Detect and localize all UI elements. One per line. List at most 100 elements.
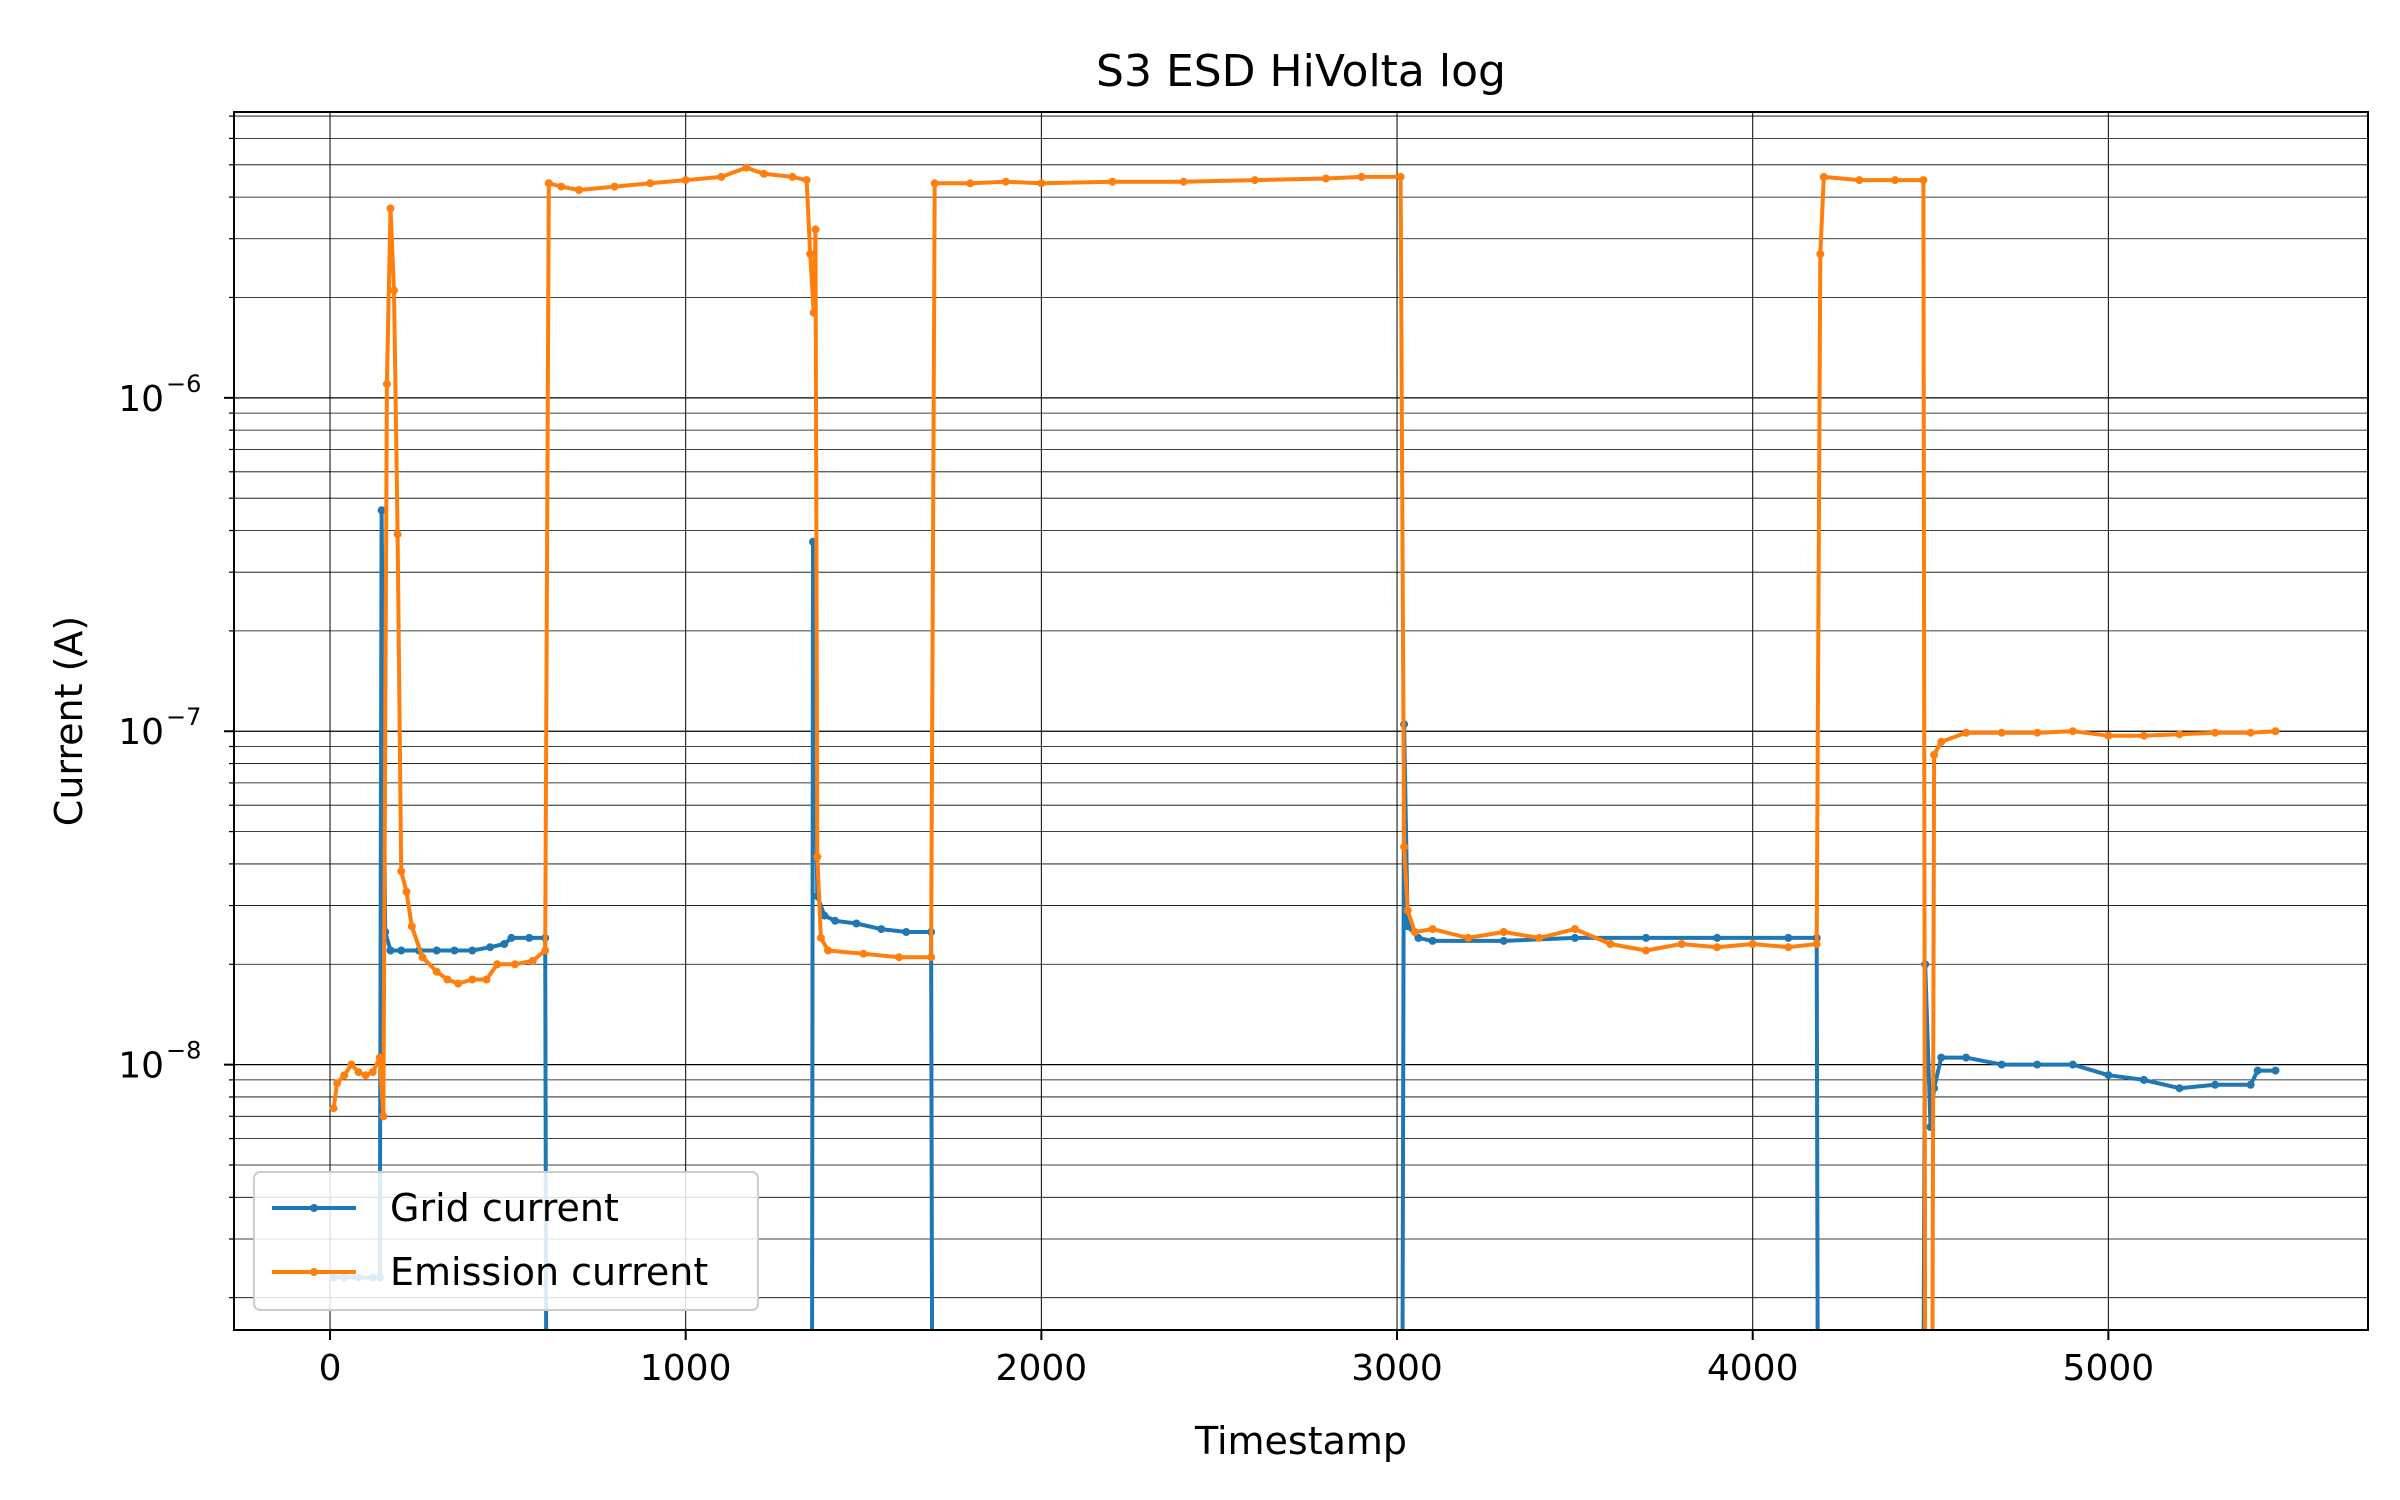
y-tick-label: 10 −6 (118, 370, 201, 420)
data-point-1 (354, 1068, 363, 1077)
data-point-0 (1398, 1394, 1406, 1402)
y-tick-exponent: −6 (166, 370, 201, 398)
data-point-0 (386, 946, 395, 955)
data-point-0 (2175, 1084, 2184, 1093)
data-point-1 (418, 953, 427, 962)
data-point-1 (393, 530, 402, 539)
data-point-1 (2271, 727, 2280, 736)
data-point-1 (329, 1104, 338, 1113)
data-point-0 (2033, 1060, 2042, 1069)
data-point-1 (806, 250, 815, 258)
data-point-0 (1403, 922, 1412, 931)
data-point-0 (468, 946, 477, 955)
data-point-0 (1414, 933, 1423, 942)
y-tick-base: 10 (118, 1046, 164, 1087)
data-point-1 (2139, 731, 2148, 740)
data-point-0 (2271, 1066, 2280, 1075)
data-point-1 (1819, 172, 1828, 181)
data-point-1 (646, 179, 655, 188)
data-point-0 (507, 933, 516, 942)
data-point-0 (1937, 1053, 1946, 1062)
data-point-1 (1919, 176, 1928, 185)
data-point-0 (2211, 1080, 2220, 1089)
data-point-1 (1748, 940, 1757, 948)
data-point-0 (377, 506, 386, 515)
x-tick-label: 3000 (1351, 1348, 1443, 1389)
data-point-1 (1535, 933, 1544, 942)
data-point-1 (2211, 728, 2220, 737)
data-point-0 (1499, 936, 1508, 945)
data-point-0 (928, 1394, 936, 1402)
data-point-1 (2068, 727, 2077, 736)
data-point-1 (610, 182, 619, 191)
grid-lines (234, 112, 2368, 1330)
data-point-0 (432, 946, 441, 955)
data-point-0 (2104, 1071, 2113, 1080)
data-point-0 (1713, 933, 1722, 942)
data-point-0 (1784, 933, 1793, 942)
data-point-1 (824, 946, 832, 955)
data-point-0 (808, 1394, 816, 1402)
x-tick-label: 5000 (2063, 1348, 2155, 1389)
data-point-1 (2246, 728, 2255, 737)
data-point-1 (1410, 928, 1419, 936)
data-point-1 (802, 176, 811, 185)
data-point-1 (454, 979, 463, 988)
data-point-1 (528, 956, 537, 965)
plot-background (234, 112, 2368, 1330)
chart-title: S3 ESD HiVolta log (1096, 46, 1506, 97)
y-tick-label: 10 −7 (118, 703, 201, 753)
data-point-1 (759, 169, 768, 178)
data-point-1 (397, 867, 406, 876)
y-tick-label: 10 −8 (118, 1037, 201, 1087)
data-point-1 (375, 1053, 384, 1062)
data-point-1 (333, 1079, 342, 1088)
data-point-1 (816, 933, 825, 942)
data-point-0 (1919, 1394, 1927, 1402)
data-point-1 (717, 172, 726, 181)
data-point-0 (525, 933, 534, 942)
data-point-1 (1001, 177, 1010, 186)
x-axis-ticks: 0 1000 2000 3000 4000 5000 (319, 1330, 2155, 1389)
data-point-0 (1962, 1053, 1971, 1062)
data-point-1 (1930, 750, 1939, 759)
data-point-1 (742, 163, 751, 172)
data-point-0 (397, 946, 406, 955)
data-point-1 (1396, 172, 1405, 181)
data-point-0 (542, 1394, 550, 1402)
data-point-0 (450, 946, 459, 955)
data-point-0 (831, 916, 840, 925)
data-point-1 (1937, 737, 1946, 746)
data-point-0 (1570, 933, 1579, 942)
data-point-1 (1812, 940, 1821, 948)
legend: Grid current Emission current (253, 1171, 759, 1311)
data-point-0 (902, 928, 911, 936)
data-point-1 (895, 953, 904, 962)
data-point-1 (859, 949, 868, 958)
legend-marker-grid (310, 1204, 318, 1212)
data-point-0 (2068, 1060, 2077, 1069)
data-point-1 (1921, 1394, 1929, 1402)
data-point-1 (386, 204, 395, 213)
data-point-1 (1928, 1394, 1936, 1402)
data-point-1 (681, 176, 690, 185)
series-line-1 (331, 165, 2276, 1330)
data-point-1 (1570, 925, 1579, 934)
x-tick-label: 1000 (640, 1348, 732, 1389)
data-point-1 (813, 852, 822, 861)
legend-label-emission: Emission current (390, 1250, 708, 1294)
data-point-1 (1428, 925, 1437, 934)
data-point-1 (1816, 250, 1825, 258)
series-line-0 (333, 508, 2276, 1330)
data-point-1 (811, 225, 820, 234)
data-point-0 (1642, 933, 1650, 942)
data-point-1 (361, 1071, 370, 1080)
data-point-1 (1855, 176, 1864, 185)
y-tick-exponent: −8 (166, 1037, 201, 1065)
data-point-0 (486, 943, 495, 952)
data-point-0 (2253, 1066, 2262, 1075)
data-point-1 (930, 179, 939, 188)
y-tick-base: 10 (118, 712, 164, 753)
y-axis-label: Current (A) (47, 616, 91, 826)
x-tick-label: 2000 (996, 1348, 1088, 1389)
